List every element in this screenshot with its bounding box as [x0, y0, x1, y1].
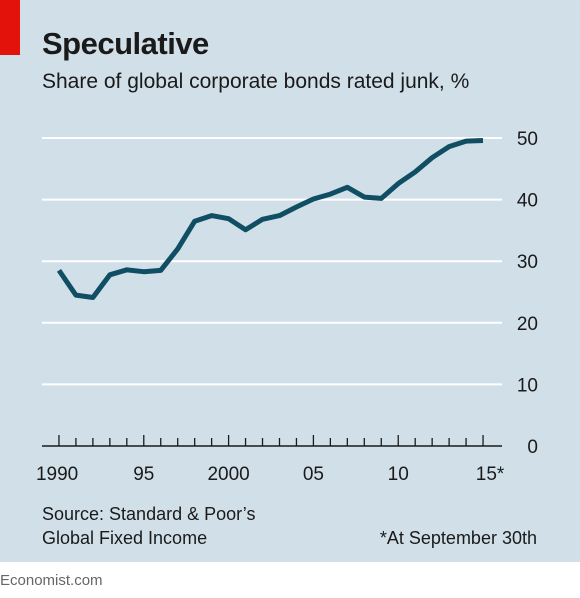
footnote: *At September 30th	[379, 528, 537, 548]
brand-tag	[0, 0, 20, 55]
x-tick-label-1990: 1990	[36, 464, 78, 485]
chart-panel	[0, 0, 580, 562]
y-tick-label-50: 50	[517, 129, 538, 150]
x-tick-label-2015: 15*	[476, 464, 505, 485]
line-chart: 0 10 20 30 40 50 1990 95 2000 05 10 15*	[36, 129, 538, 485]
y-axis-labels: 0 10 20 30 40 50	[517, 129, 538, 458]
source-line-1: Source: Standard & Poor’s	[42, 504, 256, 524]
y-tick-label-10: 10	[517, 375, 538, 396]
series-line-0	[56, 138, 484, 300]
y-tick-label-0: 0	[527, 437, 538, 458]
y-tick-label-40: 40	[517, 191, 538, 212]
gridlines	[42, 137, 502, 386]
source-line-2: Global Fixed Income	[42, 528, 208, 548]
y-tick-label-30: 30	[517, 252, 538, 273]
x-tick-label-2000: 2000	[207, 464, 249, 485]
series-layer	[56, 138, 484, 300]
x-tick-label-2005: 05	[303, 464, 324, 485]
x-axis: 1990 95 2000 05 10 15*	[36, 435, 505, 485]
source-note: Source: Standard & Poor’s Global Fixed I…	[42, 502, 255, 550]
x-tick-label-2010: 10	[388, 464, 409, 485]
y-tick-label-20: 20	[517, 314, 538, 335]
chart-title: Speculative	[42, 26, 209, 61]
chart-subtitle: Share of global corporate bonds rated ju…	[42, 70, 470, 93]
brand-label: Economist.com	[0, 572, 103, 589]
x-tick-label-1995: 95	[133, 464, 154, 485]
